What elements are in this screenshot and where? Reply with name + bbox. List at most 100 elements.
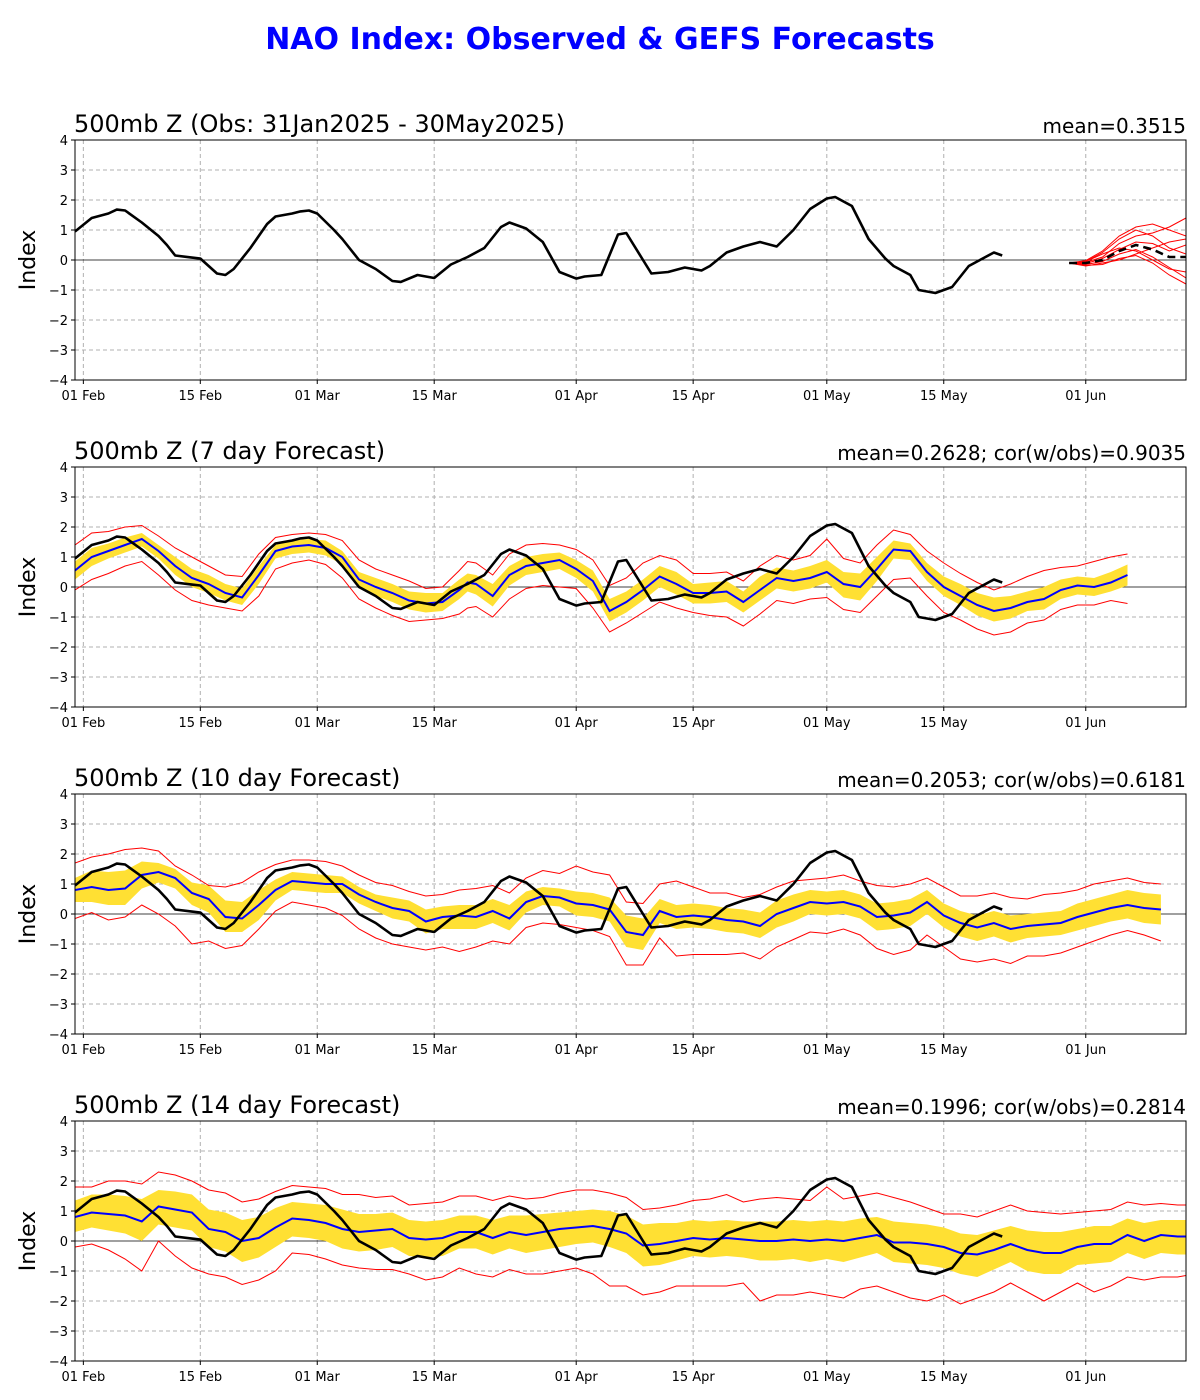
member-envelope-upper bbox=[75, 847, 1161, 905]
x-tick-label: 01 Apr bbox=[555, 1043, 599, 1058]
y-tick-label: −4 bbox=[49, 374, 68, 389]
forecast-member-line bbox=[1069, 248, 1186, 279]
y-tick-label: 1 bbox=[60, 1205, 68, 1220]
plot-area bbox=[75, 522, 1128, 636]
x-tick-label: 01 May bbox=[803, 716, 851, 731]
y-tick-label: 4 bbox=[60, 1115, 68, 1130]
x-tick-label: 01 Jun bbox=[1065, 389, 1106, 404]
x-tick-label: 15 Apr bbox=[672, 716, 716, 731]
x-tick-label: 01 Apr bbox=[555, 389, 599, 404]
y-tick-label: −3 bbox=[49, 344, 68, 359]
x-tick-label: 01 Feb bbox=[62, 1370, 106, 1385]
x-tick-label: 15 Feb bbox=[178, 1370, 222, 1385]
panel-stat: mean=0.1996; cor(w/obs)=0.2814 bbox=[837, 1095, 1186, 1119]
x-tick-label: 15 Mar bbox=[412, 716, 458, 731]
plot-frame bbox=[74, 466, 1187, 708]
panel-title: 500mb Z (10 day Forecast) bbox=[74, 764, 400, 792]
x-tick-label: 01 Apr bbox=[555, 1370, 599, 1385]
x-tick-label: 01 Jun bbox=[1065, 716, 1106, 731]
observed-line bbox=[75, 849, 1003, 949]
y-tick-label: −3 bbox=[49, 1325, 68, 1340]
y-tick-label: 1 bbox=[60, 878, 68, 893]
spread-band bbox=[75, 1190, 1186, 1277]
panel-title: 500mb Z (7 day Forecast) bbox=[74, 437, 385, 465]
y-tick-label: 1 bbox=[60, 551, 68, 566]
y-axis-label: Index bbox=[16, 230, 41, 291]
x-tick-label: 01 Mar bbox=[295, 716, 341, 731]
y-axis-label: Index bbox=[16, 884, 41, 945]
y-tick-label: 4 bbox=[60, 134, 68, 149]
x-tick-label: 15 May bbox=[920, 716, 968, 731]
x-tick-label: 01 Mar bbox=[295, 389, 341, 404]
panel-stat: mean=0.3515 bbox=[1043, 114, 1186, 138]
member-envelope-lower bbox=[75, 1240, 1186, 1305]
spread-band bbox=[75, 861, 1161, 950]
y-tick-label: 3 bbox=[60, 491, 68, 506]
x-tick-label: 15 Apr bbox=[672, 389, 716, 404]
ensemble-mean-line bbox=[75, 537, 1128, 613]
y-tick-label: −2 bbox=[49, 968, 68, 983]
y-tick-label: 1 bbox=[60, 224, 68, 239]
x-tick-label: 15 Feb bbox=[178, 716, 222, 731]
x-tick-label: 15 May bbox=[920, 389, 968, 404]
x-tick-label: 15 May bbox=[920, 1370, 968, 1385]
y-tick-label: −1 bbox=[49, 938, 68, 953]
y-tick-label: 0 bbox=[60, 1235, 68, 1250]
panel-4: 4 3 2 1 0 −1 −2 −3 −401 Feb 15 Feb 01 Mar 15 Mar 01 … bbox=[16, 1091, 1187, 1385]
panel-title: 500mb Z (14 day Forecast) bbox=[74, 1091, 400, 1119]
spread-band bbox=[75, 533, 1128, 622]
forecast-member-line bbox=[1069, 254, 1186, 285]
member-envelope-upper bbox=[75, 1171, 1186, 1218]
y-tick-label: 0 bbox=[60, 581, 68, 596]
y-tick-label: 3 bbox=[60, 1145, 68, 1160]
y-tick-label: −1 bbox=[49, 611, 68, 626]
forecast-mean-line bbox=[1069, 243, 1186, 265]
forecast-member-line bbox=[1069, 223, 1186, 264]
x-tick-label: 01 Feb bbox=[62, 716, 106, 731]
y-tick-label: 2 bbox=[60, 848, 68, 863]
panel-title: 500mb Z (Obs: 31Jan2025 - 30May2025) bbox=[74, 110, 565, 138]
y-tick-label: 0 bbox=[60, 254, 68, 269]
panel-3: 4 3 2 1 0 −1 −2 −3 −401 Feb 15 Feb 01 Mar 15 Mar 01 … bbox=[16, 764, 1187, 1058]
plot-area bbox=[75, 1171, 1186, 1305]
y-tick-label: −2 bbox=[49, 314, 68, 329]
x-tick-label: 01 Feb bbox=[62, 389, 106, 404]
y-tick-label: −1 bbox=[49, 1265, 68, 1280]
x-tick-label: 15 Mar bbox=[412, 1043, 458, 1058]
observed-line bbox=[75, 522, 1003, 622]
observed-line bbox=[75, 195, 1003, 295]
x-tick-label: 15 Apr bbox=[672, 1043, 716, 1058]
x-tick-label: 15 Mar bbox=[412, 389, 458, 404]
y-tick-label: 2 bbox=[60, 194, 68, 209]
y-axis-label: Index bbox=[16, 1211, 41, 1272]
ensemble-mean-line bbox=[75, 1205, 1186, 1256]
observed-line bbox=[75, 1176, 1003, 1276]
y-tick-label: −4 bbox=[49, 701, 68, 716]
x-tick-label: 01 Jun bbox=[1065, 1043, 1106, 1058]
y-tick-label: 3 bbox=[60, 818, 68, 833]
x-tick-label: 15 May bbox=[920, 1043, 968, 1058]
x-tick-label: 15 Mar bbox=[412, 1370, 458, 1385]
y-tick-label: −2 bbox=[49, 641, 68, 656]
y-tick-label: 4 bbox=[60, 788, 68, 803]
y-tick-label: 3 bbox=[60, 164, 68, 179]
x-tick-label: 01 Feb bbox=[62, 1043, 106, 1058]
y-tick-label: 2 bbox=[60, 1175, 68, 1190]
panel-1: 4 3 2 1 0 −1 −2 −3 −401 Feb 15 Feb 01 Mar 15 Mar 01 … bbox=[16, 110, 1187, 404]
x-tick-label: 01 Mar bbox=[295, 1043, 341, 1058]
plot-area bbox=[75, 847, 1162, 966]
y-tick-label: −3 bbox=[49, 671, 68, 686]
plot-area bbox=[75, 195, 1186, 295]
x-tick-label: 01 May bbox=[803, 1043, 851, 1058]
plot-frame bbox=[74, 793, 1187, 1035]
ensemble-mean-line bbox=[75, 870, 1161, 937]
panel-2: 4 3 2 1 0 −1 −2 −3 −401 Feb 15 Feb 01 Mar 15 Mar 01 … bbox=[16, 437, 1187, 731]
x-tick-label: 01 May bbox=[803, 389, 851, 404]
y-tick-label: −2 bbox=[49, 1295, 68, 1310]
y-tick-label: −3 bbox=[49, 998, 68, 1013]
panel-stat: mean=0.2628; cor(w/obs)=0.9035 bbox=[837, 441, 1186, 465]
plot-frame bbox=[74, 1120, 1187, 1362]
x-tick-label: 01 Mar bbox=[295, 1370, 341, 1385]
member-envelope-lower bbox=[75, 901, 1162, 966]
